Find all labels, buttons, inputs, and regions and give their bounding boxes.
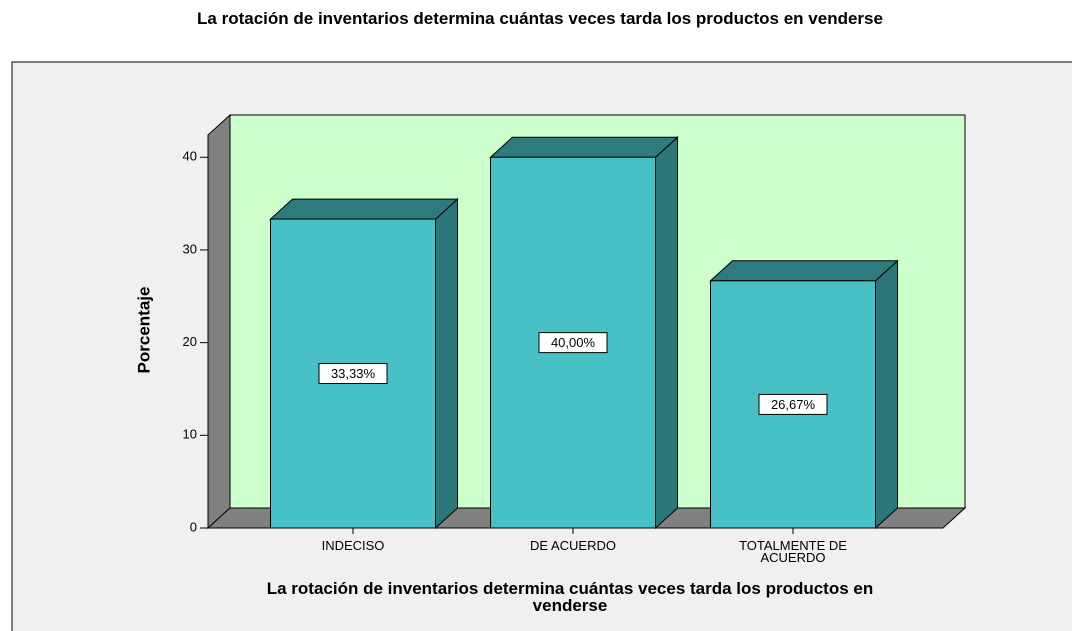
value-label: 40,00% (551, 335, 596, 350)
x-tick-label: DE ACUERDO (530, 538, 616, 553)
value-label: 26,67% (771, 397, 816, 412)
y-axis-title: Porcentaje (134, 287, 153, 374)
value-label-box (758, 393, 828, 415)
chart-title: La rotación de inventarios determina cuá… (197, 9, 883, 28)
value-label-box (538, 332, 608, 354)
left-wall (207, 113, 231, 530)
value-label-box (318, 363, 388, 385)
value-label: 33,33% (331, 366, 376, 381)
y-tick-label: 40 (183, 149, 197, 164)
x-axis-title: La rotación de inventarios determina cuá… (266, 579, 874, 615)
bar-top (269, 198, 459, 220)
bar-top (709, 260, 899, 282)
bar-side (875, 259, 898, 530)
x-tick-label: TOTALMENTE DE ACUERDO (739, 538, 847, 565)
y-tick-label: 0 (190, 519, 197, 534)
bar-top (489, 136, 679, 158)
bar-side (435, 197, 458, 530)
y-tick-label: 30 (183, 241, 197, 256)
bar-side (655, 136, 678, 530)
y-tick-label: 10 (183, 427, 197, 442)
y-tick-label: 20 (183, 334, 197, 349)
x-tick-label: INDECISO (321, 538, 385, 553)
